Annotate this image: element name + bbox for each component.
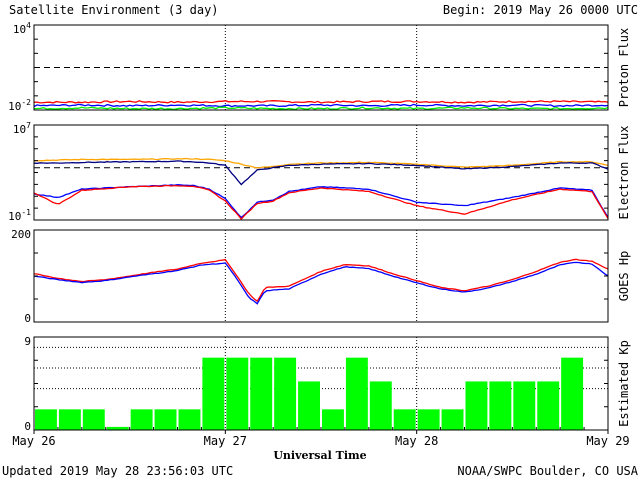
kp-bar (35, 409, 57, 430)
kp-bar (154, 409, 177, 430)
kp-bar (274, 357, 297, 430)
y-axis-label: GOES Hp (617, 251, 631, 302)
series-line-4 (33, 184, 609, 221)
x-axis-label: Universal Time (273, 449, 366, 462)
y-tick-label: 9 (24, 335, 31, 348)
kp-bar (465, 381, 488, 430)
kp-bar (417, 409, 440, 430)
panel-1: 104 10-2 Proton Flux (8, 21, 631, 113)
chart-title: Satellite Environment (3 day) (9, 3, 219, 17)
panel-2: 107 10-1 Electron Flux (8, 121, 631, 223)
x-tick-label: May 29 (586, 434, 629, 448)
y-tick-label: 10-1 (8, 208, 31, 223)
kp-bar (178, 409, 201, 430)
x-tick-label: May 28 (395, 434, 438, 448)
y-tick-label: 0 (24, 420, 31, 433)
panel-4: 9 0 Estimated Kp (24, 335, 631, 433)
begin-time: Begin: 2019 May 26 0000 UTC (443, 3, 638, 17)
x-tick-label: May 27 (204, 434, 247, 448)
kp-bar (345, 357, 368, 430)
x-axis: May 26 May 27 May 28 May 29 (12, 427, 630, 448)
y-tick-label: 10-2 (8, 98, 31, 113)
kp-bar (441, 409, 464, 430)
kp-bar (561, 357, 584, 430)
kp-bar (513, 381, 536, 430)
chart-panels: 104 10-2 Proton Flux 107 10-1 Electron Flux 20… (8, 21, 631, 433)
panel-frame (33, 124, 609, 221)
kp-bar (202, 357, 225, 430)
y-tick-label: 104 (13, 21, 31, 36)
series-line-3 (33, 184, 609, 219)
credit-text: NOAA/SWPC Boulder, CO USA (457, 464, 638, 478)
panel-frame (33, 24, 609, 111)
series-line-2 (33, 160, 609, 186)
y-axis-label: Electron Flux (617, 126, 631, 220)
kp-bar (106, 426, 129, 430)
kp-bar (393, 409, 416, 430)
kp-bar (298, 381, 320, 430)
updated-timestamp: Updated 2019 May 28 23:56:03 UTC (2, 464, 233, 478)
kp-bar (369, 381, 392, 430)
x-tick-label: May 26 (12, 434, 55, 448)
series-line-1 (33, 100, 609, 104)
y-axis-label: Estimated Kp (617, 340, 631, 427)
y-axis-label: Proton Flux (617, 28, 631, 107)
panel-3: 200 0 GOES Hp (11, 228, 631, 325)
series-line-1 (33, 258, 609, 303)
kp-bar (130, 409, 153, 430)
kp-bar (489, 381, 512, 430)
kp-bar (226, 357, 249, 430)
kp-bar (58, 409, 81, 430)
series-line-2 (33, 261, 609, 305)
series-line-1 (34, 157, 609, 169)
kp-bar (82, 409, 105, 430)
kp-bar (250, 357, 273, 430)
y-tick-label: 107 (13, 121, 31, 136)
kp-bar (322, 409, 344, 430)
y-tick-label: 0 (24, 312, 31, 325)
y-tick-label: 200 (11, 228, 31, 241)
series-line-2 (33, 103, 609, 108)
kp-bar (537, 381, 560, 430)
series-line-3 (33, 106, 609, 111)
